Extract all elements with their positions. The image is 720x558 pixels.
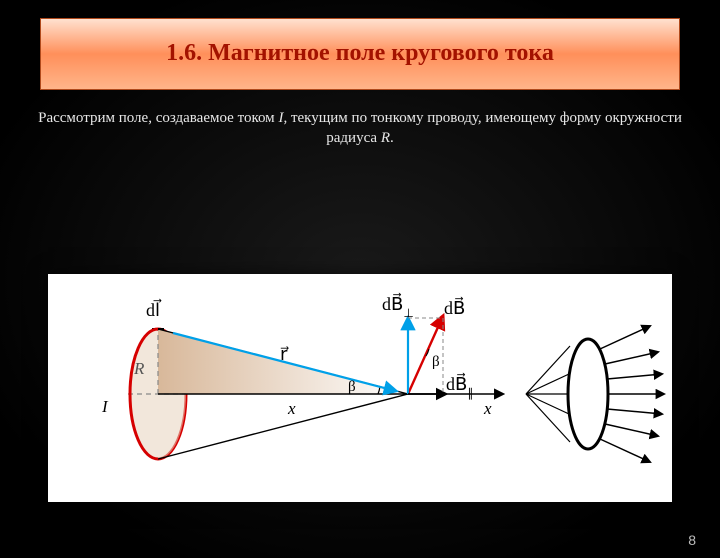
title-banner: 1.6. Магнитное поле кругового тока (40, 18, 680, 90)
desc-prefix: Рассмотрим поле, создаваемое током (38, 110, 278, 126)
svg-text:dB⃗: dB⃗ (444, 297, 465, 318)
description: Рассмотрим поле, создаваемое током I, те… (30, 108, 690, 149)
svg-text:I: I (101, 397, 109, 416)
svg-text:r⃗: r⃗ (280, 344, 289, 364)
svg-text:β: β (348, 379, 356, 395)
svg-text:x: x (483, 399, 492, 418)
svg-text:dB⃗∥: dB⃗∥ (446, 373, 473, 400)
svg-text:dB⃗⊥: dB⃗⊥ (382, 293, 414, 320)
symbol-R: R (381, 130, 390, 146)
svg-text:x: x (287, 399, 296, 418)
svg-text:β: β (432, 354, 440, 370)
page-title: 1.6. Магнитное поле кругового тока (166, 40, 554, 68)
svg-text:R: R (133, 359, 145, 378)
svg-text:dl⃗: dl⃗ (146, 299, 162, 320)
desc-period: . (390, 130, 394, 146)
page-number: 8 (688, 532, 696, 548)
desc-mid: , текущим по тонкому проводу, имеющему ф… (283, 110, 681, 146)
physics-diagram: β dl⃗ R I r⃗ β x x dB⃗⊥ dB⃗ dB⃗∥ (48, 274, 672, 502)
